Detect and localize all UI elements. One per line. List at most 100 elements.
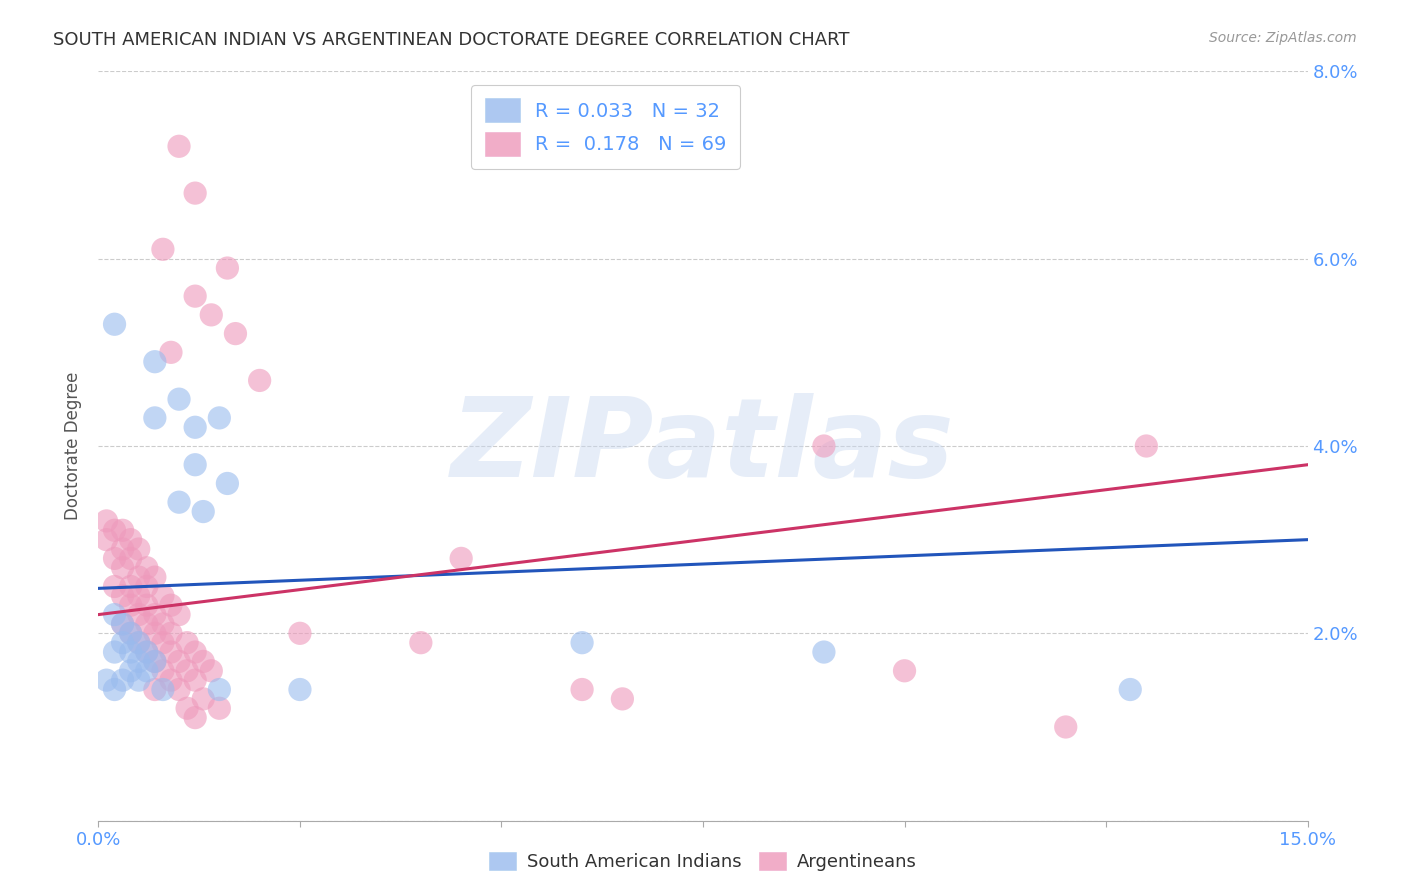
Point — [160, 673, 183, 688]
Point — [143, 607, 166, 622]
Text: SOUTH AMERICAN INDIAN VS ARGENTINEAN DOCTORATE DEGREE CORRELATION CHART: SOUTH AMERICAN INDIAN VS ARGENTINEAN DOC… — [53, 31, 851, 49]
Point — [111, 523, 134, 537]
Point — [152, 664, 174, 678]
Point — [1054, 720, 1077, 734]
Point — [135, 561, 157, 575]
Point — [135, 645, 157, 659]
Point — [135, 645, 157, 659]
Point — [128, 607, 150, 622]
Point — [128, 635, 150, 649]
Point — [135, 599, 157, 613]
Point — [160, 345, 183, 359]
Point — [143, 655, 166, 669]
Point — [152, 682, 174, 697]
Point — [120, 664, 142, 678]
Point — [152, 589, 174, 603]
Point — [1135, 439, 1157, 453]
Point — [152, 635, 174, 649]
Point — [128, 589, 150, 603]
Point — [143, 411, 166, 425]
Point — [184, 186, 207, 200]
Point — [103, 607, 125, 622]
Point — [184, 289, 207, 303]
Point — [103, 645, 125, 659]
Point — [143, 355, 166, 369]
Text: ZIPatlas: ZIPatlas — [451, 392, 955, 500]
Point — [160, 626, 183, 640]
Point — [143, 570, 166, 584]
Point — [111, 673, 134, 688]
Point — [571, 682, 593, 697]
Point — [103, 682, 125, 697]
Point — [120, 551, 142, 566]
Point — [160, 645, 183, 659]
Point — [96, 673, 118, 688]
Point — [120, 626, 142, 640]
Point — [111, 589, 134, 603]
Point — [160, 599, 183, 613]
Point — [167, 392, 190, 407]
Y-axis label: Doctorate Degree: Doctorate Degree — [65, 372, 83, 520]
Point — [120, 580, 142, 594]
Point — [208, 701, 231, 715]
Point — [111, 561, 134, 575]
Point — [120, 533, 142, 547]
Point — [184, 420, 207, 434]
Point — [217, 261, 239, 276]
Point — [135, 664, 157, 678]
Point — [193, 505, 215, 519]
Point — [152, 617, 174, 632]
Point — [208, 411, 231, 425]
Point — [143, 682, 166, 697]
Legend: South American Indians, Argentineans: South American Indians, Argentineans — [482, 845, 924, 879]
Point — [128, 541, 150, 557]
Point — [193, 655, 215, 669]
Point — [128, 570, 150, 584]
Point — [96, 514, 118, 528]
Point — [111, 635, 134, 649]
Point — [128, 673, 150, 688]
Point — [813, 645, 835, 659]
Point — [893, 664, 915, 678]
Point — [184, 645, 207, 659]
Point — [143, 655, 166, 669]
Point — [176, 664, 198, 678]
Point — [249, 374, 271, 388]
Point — [135, 580, 157, 594]
Point — [184, 710, 207, 724]
Point — [409, 635, 432, 649]
Point — [120, 599, 142, 613]
Point — [111, 541, 134, 557]
Point — [128, 655, 150, 669]
Point — [135, 617, 157, 632]
Point — [103, 580, 125, 594]
Point — [288, 682, 311, 697]
Point — [200, 664, 222, 678]
Point — [103, 318, 125, 332]
Text: Source: ZipAtlas.com: Source: ZipAtlas.com — [1209, 31, 1357, 45]
Point — [200, 308, 222, 322]
Point — [208, 682, 231, 697]
Point — [184, 673, 207, 688]
Point — [103, 523, 125, 537]
Point — [612, 692, 634, 706]
Point — [288, 626, 311, 640]
Point — [571, 635, 593, 649]
Point — [224, 326, 246, 341]
Point — [111, 617, 134, 632]
Point — [167, 139, 190, 153]
Point — [111, 617, 134, 632]
Point — [120, 645, 142, 659]
Point — [176, 701, 198, 715]
Point — [450, 551, 472, 566]
Point — [96, 533, 118, 547]
Point — [813, 439, 835, 453]
Point — [152, 242, 174, 257]
Point — [167, 655, 190, 669]
Point — [176, 635, 198, 649]
Point — [167, 495, 190, 509]
Point — [1119, 682, 1142, 697]
Point — [143, 626, 166, 640]
Point — [128, 635, 150, 649]
Point — [167, 607, 190, 622]
